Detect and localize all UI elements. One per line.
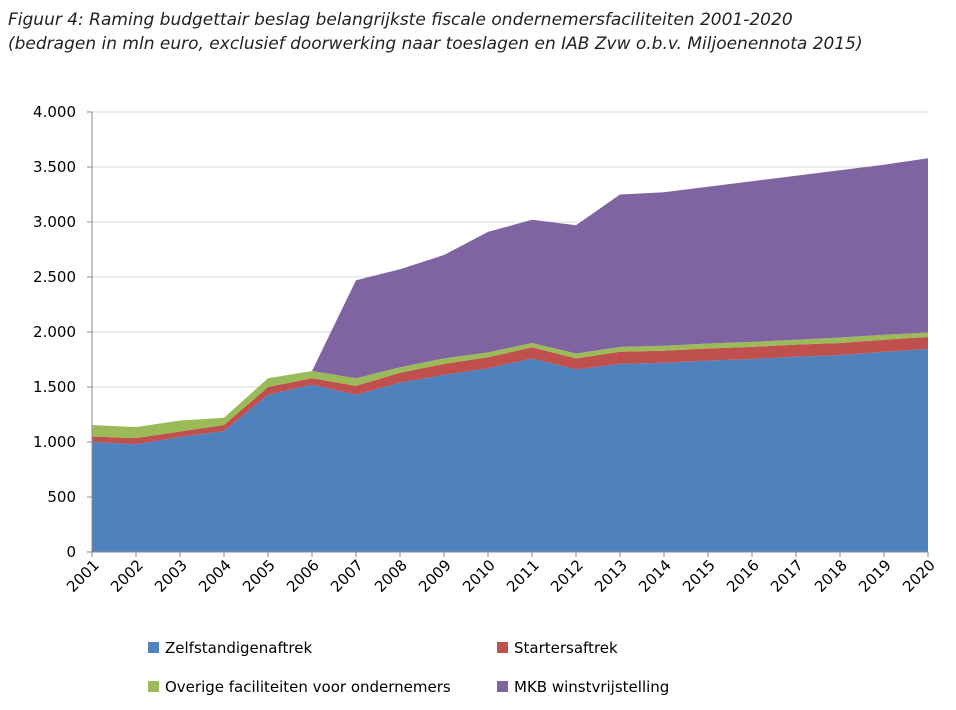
x-tick-label: 2005	[239, 556, 279, 596]
x-tick-label: 2003	[151, 556, 191, 596]
legend-label: MKB winstvrijstelling	[514, 678, 669, 696]
x-tick-label: 2010	[459, 556, 499, 596]
x-tick-label: 2016	[723, 556, 763, 596]
x-tick-label: 2006	[283, 556, 323, 596]
chart-title: Figuur 4: Raming budgettair beslag belan…	[8, 10, 793, 30]
x-tick-label: 2007	[327, 556, 367, 596]
x-tick-label: 2011	[503, 556, 543, 596]
x-tick-label: 2001	[63, 556, 103, 596]
x-tick-label: 2014	[635, 556, 675, 596]
x-tick-label: 2008	[371, 556, 411, 596]
legend-label: Overige faciliteiten voor ondernemers	[165, 678, 451, 696]
x-tick-label: 2018	[811, 556, 851, 596]
x-tick-label: 2009	[415, 556, 455, 596]
y-tick-label: 3.500	[33, 158, 76, 176]
chart-title-block: Figuur 4: Raming budgettair beslag belan…	[8, 8, 923, 56]
x-tick-label: 2017	[767, 556, 807, 596]
y-tick-label: 3.000	[33, 213, 76, 231]
area	[92, 349, 928, 552]
legend-label: Zelfstandigenaftrek	[165, 639, 312, 657]
y-tick-label: 500	[47, 488, 76, 506]
legend-swatch	[148, 681, 159, 692]
y-tick-label: 0	[66, 543, 76, 561]
x-tick-label: 2002	[107, 556, 147, 596]
chart-subtitle: (bedragen in mln euro, exclusief doorwer…	[8, 34, 863, 54]
legend-swatch	[497, 681, 508, 692]
x-tick-label: 2015	[679, 556, 719, 596]
y-tick-label: 1.500	[33, 378, 76, 396]
area	[92, 336, 928, 445]
x-tick-label: 2004	[195, 556, 235, 596]
area	[92, 158, 928, 428]
legend-label: Startersaftrek	[514, 639, 618, 657]
x-tick-label: 2012	[547, 556, 587, 596]
y-tick-label: 1.000	[33, 433, 76, 451]
y-tick-label: 2.500	[33, 268, 76, 286]
area	[92, 332, 928, 439]
legend-swatch	[497, 642, 508, 653]
y-tick-label: 4.000	[33, 103, 76, 121]
x-tick-label: 2019	[855, 556, 895, 596]
x-tick-label: 2013	[591, 556, 631, 596]
legend-swatch	[148, 642, 159, 653]
x-tick-label: 2020	[899, 556, 939, 596]
y-tick-label: 2.000	[33, 323, 76, 341]
